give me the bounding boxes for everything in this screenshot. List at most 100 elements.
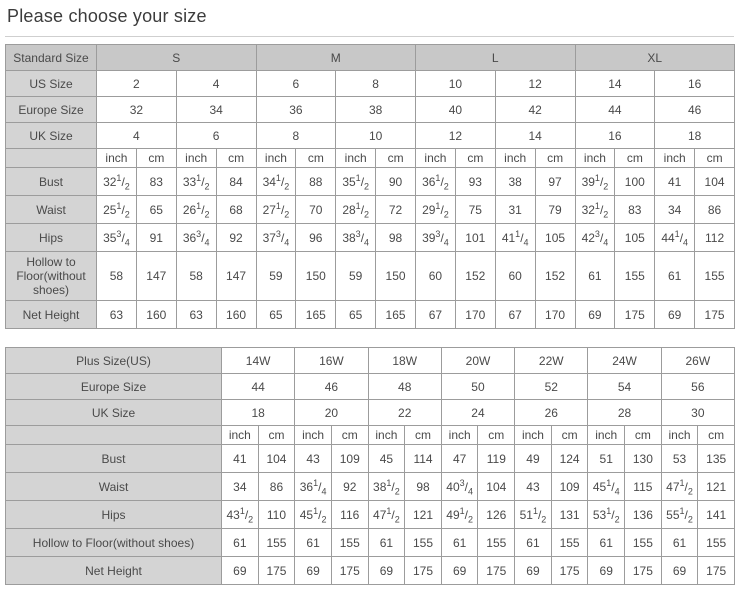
measurement-cell: 88 xyxy=(295,167,337,196)
size-group-row: Standard Size S M L XL xyxy=(5,44,735,71)
measurement-cell: 175 xyxy=(694,300,735,329)
row-label: Waist xyxy=(5,195,97,224)
measurement-cell: 155 xyxy=(614,251,656,301)
size-group-header: S xyxy=(96,44,257,71)
measurement-cell: 491/2 xyxy=(440,500,479,529)
unit-header: inch xyxy=(654,148,696,168)
measurement-row: Waist 251/2 65 261/2 68 271/2 70 281/2 72 291/2 75… xyxy=(5,195,735,224)
measurement-cell: 65 xyxy=(135,195,177,224)
row-label: Plus Size(US) xyxy=(5,347,222,374)
unit-header: cm xyxy=(215,148,257,168)
measurement-cell: 152 xyxy=(454,251,496,301)
measurement-cell: 92 xyxy=(330,472,369,501)
measurement-cell: 59 xyxy=(255,251,297,301)
size-value-cell: 20W xyxy=(440,347,516,374)
unit-header: cm xyxy=(454,148,496,168)
measurement-cell: 531/2 xyxy=(587,500,626,529)
measurement-cell: 69 xyxy=(574,300,616,329)
measurement-cell: 69 xyxy=(294,556,332,585)
row-label: Bust xyxy=(5,167,97,196)
unit-header: inch xyxy=(255,148,297,168)
measurement-cell: 403/4 xyxy=(440,472,479,501)
size-value-cell: 16 xyxy=(654,70,735,97)
standard-size-chart: Standard Size S M L XL US Size 2 4 6 8 10 12 14 16 Eur… xyxy=(5,44,735,329)
measurement-cell: 43 xyxy=(294,444,332,473)
measurement-cell: 471/2 xyxy=(660,472,699,501)
size-value-cell: 30 xyxy=(660,399,736,426)
plus-size-table-container: Plus Size(US) 14W 16W 18W 20W 22W 24W 26W Europe… xyxy=(5,347,736,585)
size-value-cell: 8 xyxy=(255,122,337,149)
measurement-cell: 131 xyxy=(550,500,589,529)
measurement-cell: 67 xyxy=(494,300,536,329)
size-value-cell: 26W xyxy=(660,347,736,374)
measurement-cell: 423/4 xyxy=(574,223,616,252)
measurement-cell: 165 xyxy=(295,300,337,329)
size-group-header: XL xyxy=(574,44,735,71)
measurement-row: Hollow to Floor(without shoes) 58 147 58 147… xyxy=(5,251,735,301)
measurement-cell: 155 xyxy=(404,528,442,557)
measurement-cell: 155 xyxy=(330,528,369,557)
measurement-cell: 83 xyxy=(135,167,177,196)
row-label: Europe Size xyxy=(5,373,222,400)
size-value-cell: 14 xyxy=(574,70,656,97)
measurement-cell: 72 xyxy=(375,195,416,224)
measurement-cell: 92 xyxy=(215,223,257,252)
unit-header: cm xyxy=(330,425,369,445)
measurement-cell: 69 xyxy=(660,556,699,585)
measurement-cell: 105 xyxy=(534,223,576,252)
size-value-cell: 46 xyxy=(294,373,369,400)
unit-header-row: inch cm inch cm inch cm inch cm inch cm inch cm inch… xyxy=(5,425,735,445)
measurement-cell: 393/4 xyxy=(415,223,456,252)
size-value-cell: 18 xyxy=(654,122,735,149)
measurement-cell: 175 xyxy=(404,556,442,585)
measurement-cell: 49 xyxy=(514,444,552,473)
measurement-cell: 271/2 xyxy=(255,195,297,224)
measurement-cell: 100 xyxy=(614,167,656,196)
measurement-cell: 61 xyxy=(514,528,552,557)
measurement-cell: 61 xyxy=(654,251,696,301)
plus-size-chart: Plus Size(US) 14W 16W 18W 20W 22W 24W 26W Europe… xyxy=(5,347,736,585)
measurement-cell: 31 xyxy=(494,195,536,224)
unit-header: inch xyxy=(574,148,616,168)
measurement-row: Hips 353/4 91 363/4 92 373/4 96 383/4 98 393/4 101… xyxy=(5,223,735,252)
size-value-cell: 22 xyxy=(367,399,442,426)
measurement-cell: 175 xyxy=(257,556,296,585)
measurement-cell: 116 xyxy=(330,500,369,529)
size-value-cell: 44 xyxy=(574,96,656,123)
unit-header: inch xyxy=(440,425,479,445)
measurement-cell: 61 xyxy=(440,528,479,557)
row-label: Hips xyxy=(5,500,222,529)
measurement-cell: 41 xyxy=(654,167,696,196)
measurement-cell: 63 xyxy=(175,300,217,329)
measurement-row: Bust 41 104 43 109 45 114 47 119 49 124 51 130 53 135 xyxy=(5,444,735,473)
page-title: Please choose your size xyxy=(7,6,207,26)
measurement-cell: 150 xyxy=(375,251,416,301)
unit-header: cm xyxy=(550,425,589,445)
measurement-cell: 321/2 xyxy=(574,195,616,224)
unit-header: cm xyxy=(375,148,416,168)
unit-header: inch xyxy=(587,425,626,445)
size-value-cell: 2 xyxy=(96,70,177,97)
size-value-cell: 10 xyxy=(335,122,416,149)
measurement-cell: 175 xyxy=(550,556,589,585)
measurement-cell: 411/4 xyxy=(494,223,536,252)
measurement-cell: 136 xyxy=(624,500,662,529)
measurement-cell: 61 xyxy=(221,528,259,557)
measurement-cell: 45 xyxy=(367,444,406,473)
size-value-cell: 52 xyxy=(514,373,589,400)
measurement-cell: 75 xyxy=(454,195,496,224)
size-value-cell: 4 xyxy=(96,122,177,149)
measurement-cell: 43 xyxy=(514,472,552,501)
size-value-cell: 38 xyxy=(335,96,416,123)
measurement-row: Waist 34 86 361/4 92 381/2 98 403/4 104 43 109 451/… xyxy=(5,472,735,501)
size-value-cell: 14 xyxy=(494,122,576,149)
measurement-cell: 155 xyxy=(257,528,296,557)
measurement-cell: 150 xyxy=(295,251,337,301)
measurement-cell: 170 xyxy=(534,300,576,329)
size-value-cell: 56 xyxy=(660,373,736,400)
size-value-cell: 14W xyxy=(220,347,296,374)
measurement-cell: 101 xyxy=(454,223,496,252)
size-group-header: L xyxy=(415,44,576,71)
row-label: Net Height xyxy=(5,556,222,585)
